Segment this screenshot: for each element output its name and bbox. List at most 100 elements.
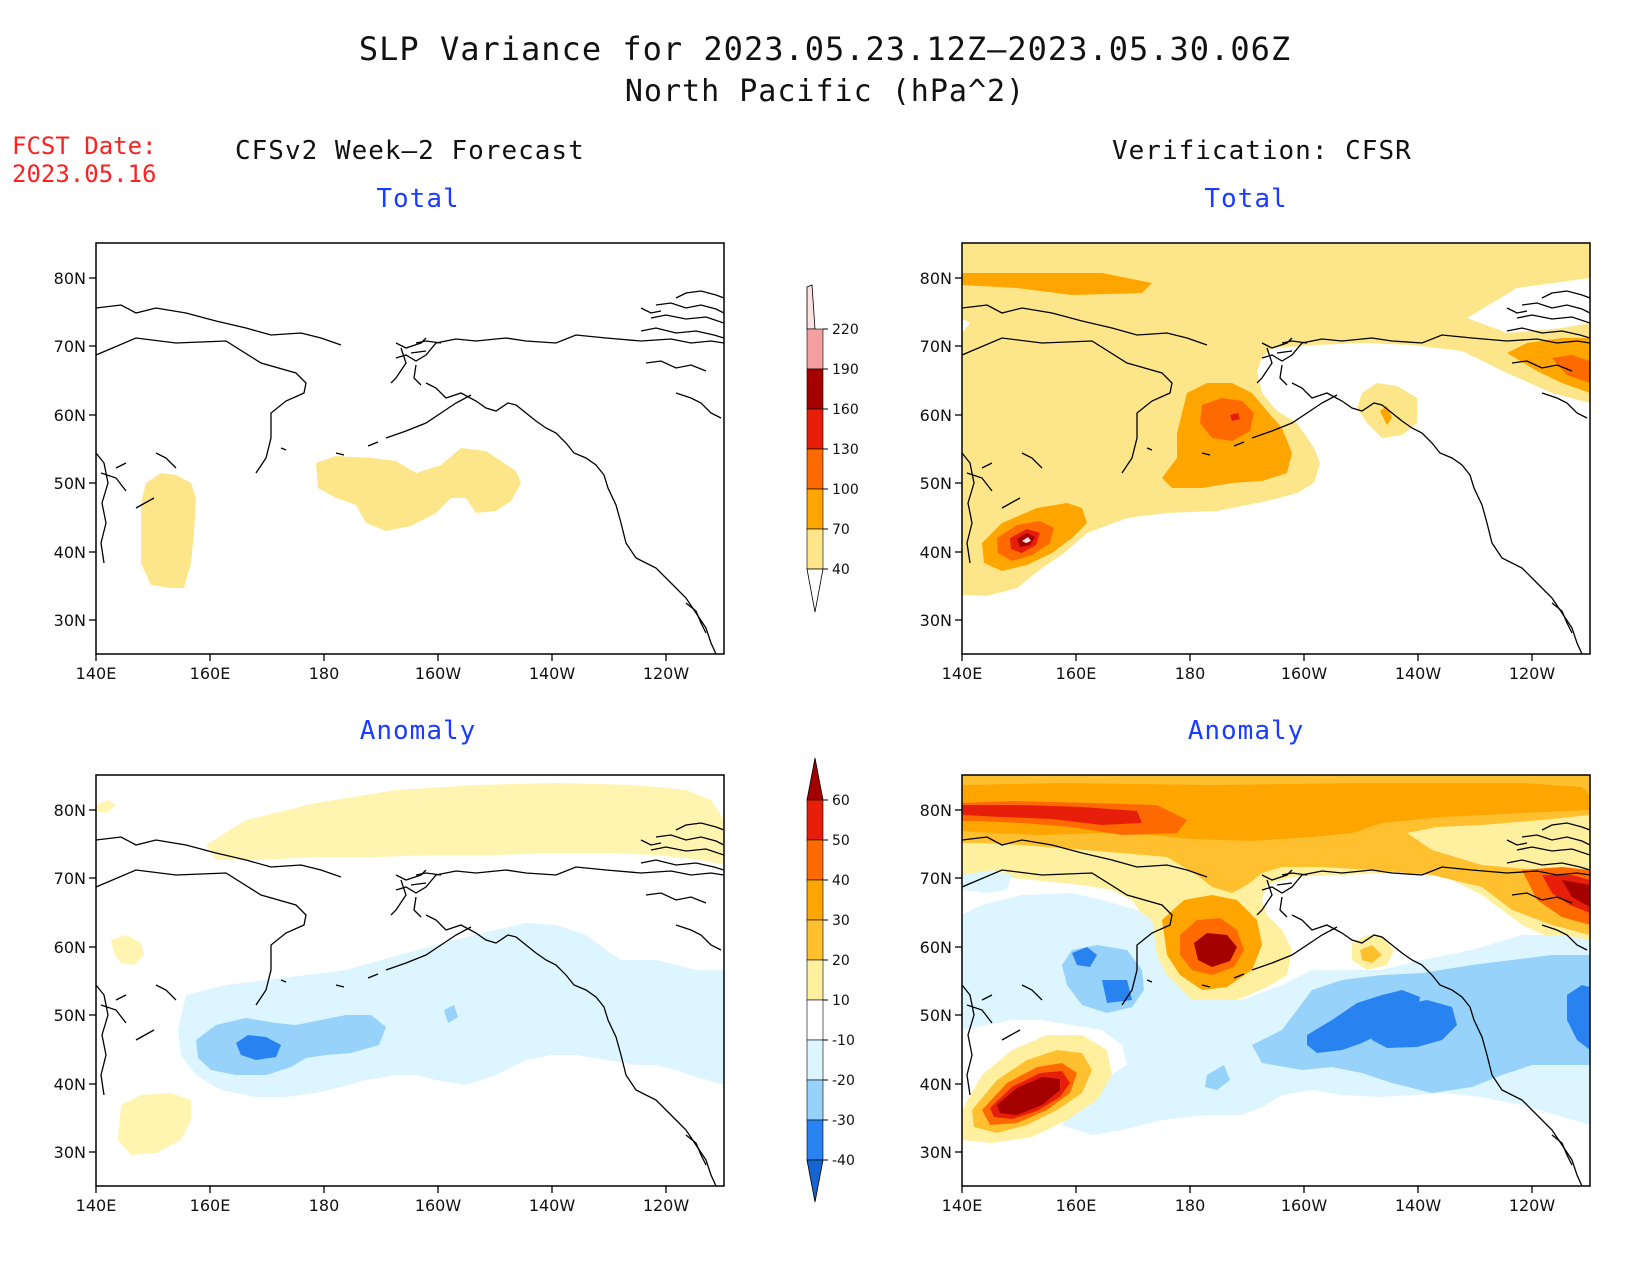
contour-fill	[962, 805, 1142, 825]
lat-tick-label: 40N	[920, 543, 952, 562]
chart-title: SLP Variance for 2023.05.23.12Z–2023.05.…	[358, 30, 1292, 68]
axis-tick-labels: 140E 160E 180 160W 140W 120W 80N 70N 60N 50N 40N 30…	[54, 269, 1556, 1215]
colorbar-total: 40 70 100 130 160 190 220	[806, 284, 859, 613]
contour-fill	[1562, 880, 1590, 907]
lat-tick-label: 50N	[54, 1006, 86, 1025]
lon-tick-label: 140W	[529, 1196, 576, 1215]
lat-tick-label: 50N	[54, 474, 86, 493]
lon-tick-label: 180	[309, 664, 340, 683]
contour-fill	[1567, 985, 1590, 1050]
contour-fill	[962, 273, 1152, 295]
lat-tick-label: 40N	[54, 543, 86, 562]
colorbar-label: 70	[832, 522, 850, 538]
lon-tick-label: 120W	[1509, 664, 1556, 683]
contour-fill	[1230, 413, 1240, 421]
lat-tick-label: 80N	[920, 269, 952, 288]
panel-title-forecast-total: Total	[376, 184, 460, 214]
contour-fill	[206, 783, 724, 865]
colorbar-label: 190	[832, 362, 859, 378]
lon-tick-label: 160W	[415, 664, 462, 683]
colorbar-label: 20	[832, 953, 850, 969]
map-panel-forecast-anomaly	[95, 774, 725, 1187]
lon-tick-label: 140W	[1395, 1196, 1442, 1215]
lon-tick-label: 180	[309, 1196, 340, 1215]
fcst-date-value: 2023.05.16	[12, 160, 157, 188]
lon-tick-label: 160E	[190, 1196, 231, 1215]
panel-title-verification-anomaly: Anomaly	[1187, 716, 1305, 746]
contour-fill	[962, 243, 1590, 596]
lat-tick-label: 80N	[920, 801, 952, 820]
lon-tick-label: 140E	[942, 1196, 983, 1215]
axis-ticks	[89, 277, 1533, 1193]
colorbar-label: 40	[832, 873, 850, 889]
lon-tick-label: 180	[1175, 664, 1206, 683]
contour-fill	[96, 800, 116, 813]
colorbar-label: -10	[832, 1033, 855, 1049]
lat-tick-label: 30N	[54, 611, 86, 630]
colorbar-label: 130	[832, 442, 859, 458]
contour-fill	[444, 1005, 458, 1023]
colorbar-label: -40	[832, 1153, 855, 1169]
lon-tick-label: 140W	[1395, 664, 1442, 683]
lat-tick-label: 30N	[920, 1143, 952, 1162]
lat-tick-label: 70N	[920, 337, 952, 356]
lon-tick-label: 140W	[529, 664, 576, 683]
lat-tick-label: 60N	[54, 406, 86, 425]
lat-tick-label: 50N	[920, 474, 952, 493]
panel-title-verification-total: Total	[1204, 184, 1288, 214]
colorbar-label: 30	[832, 913, 850, 929]
lon-tick-label: 160W	[1281, 1196, 1328, 1215]
lon-tick-label: 140E	[76, 664, 117, 683]
contour-fill	[1507, 338, 1590, 393]
contour-fill	[196, 1015, 386, 1075]
contour-fill	[141, 473, 196, 588]
lat-tick-label: 50N	[920, 1006, 952, 1025]
colorbar-label: 40	[832, 562, 850, 578]
lat-tick-label: 60N	[920, 406, 952, 425]
contour-fill	[118, 1093, 191, 1155]
colorbar-label: -20	[832, 1073, 855, 1089]
lat-tick-label: 60N	[54, 938, 86, 957]
column-title-forecast: CFSv2 Week–2 Forecast	[235, 136, 585, 166]
colorbar-label: 60	[832, 793, 850, 809]
contour-fill	[1194, 933, 1237, 967]
contour-fill	[1552, 355, 1590, 383]
colorbar-label: 160	[832, 402, 859, 418]
contour-fill	[236, 1035, 281, 1060]
lat-tick-label: 80N	[54, 269, 86, 288]
colorbar-label: 100	[832, 482, 859, 498]
contour-fill	[1380, 406, 1392, 425]
lat-tick-label: 40N	[54, 1075, 86, 1094]
contour-fill	[997, 1077, 1060, 1115]
lat-tick-label: 30N	[54, 1143, 86, 1162]
lon-tick-label: 120W	[1509, 1196, 1556, 1215]
column-title-verification: Verification: CFSR	[1112, 136, 1412, 166]
contour-fill	[1022, 537, 1031, 543]
map-panel-verification-total	[961, 242, 1591, 655]
map-panel-verification-anomaly	[961, 774, 1591, 1187]
lon-tick-label: 160E	[190, 664, 231, 683]
contour-fill	[1367, 1000, 1457, 1048]
lat-tick-label: 40N	[920, 1075, 952, 1094]
contour-fill	[962, 319, 970, 333]
contour-fill	[316, 448, 521, 531]
lat-tick-label: 60N	[920, 938, 952, 957]
lat-tick-label: 30N	[920, 611, 952, 630]
lon-tick-label: 160W	[415, 1196, 462, 1215]
lat-tick-label: 70N	[920, 869, 952, 888]
colorbar-label: 50	[832, 833, 850, 849]
contour-fill	[1102, 980, 1132, 1003]
chart-subtitle: North Pacific (hPa^2)	[624, 74, 1026, 109]
lon-tick-label: 120W	[643, 1196, 690, 1215]
lat-tick-label: 80N	[54, 801, 86, 820]
lon-tick-label: 180	[1175, 1196, 1206, 1215]
colorbar-label: 220	[832, 322, 859, 338]
lat-tick-label: 70N	[54, 337, 86, 356]
contour-fill	[1360, 945, 1382, 963]
contour-fill	[1205, 1065, 1230, 1090]
contour-fill	[1200, 398, 1254, 441]
colorbar-label: -30	[832, 1113, 855, 1129]
map-panel-forecast-total	[95, 242, 725, 655]
contour-fill	[111, 935, 144, 965]
